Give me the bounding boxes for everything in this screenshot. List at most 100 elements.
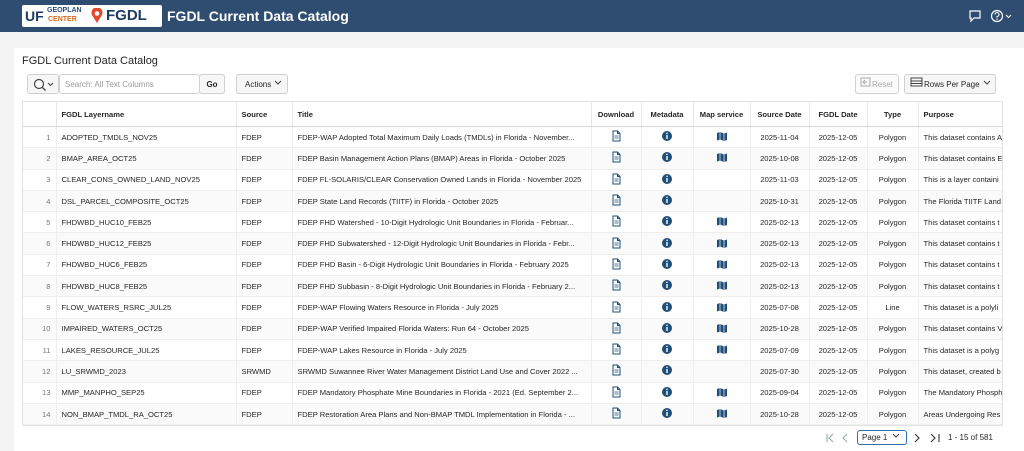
go-button[interactable]: Go	[199, 74, 225, 94]
metadata-icon[interactable]	[661, 237, 673, 251]
download-icon[interactable]	[610, 215, 622, 229]
download-icon-glyph	[612, 215, 621, 227]
map-service-icon[interactable]	[716, 409, 728, 421]
row-number: 5	[23, 211, 57, 234]
search-input[interactable]: Search: All Text Columns	[59, 74, 200, 94]
download-icon[interactable]	[610, 151, 622, 165]
download-icon[interactable]	[610, 173, 622, 187]
page-select[interactable]: Page 1	[857, 430, 907, 445]
fgdl-date-cell: 2025-12-05	[809, 169, 868, 191]
source-date-cell: 2025-10-28	[750, 318, 810, 340]
metadata-icon[interactable]	[661, 322, 673, 336]
metadata-icon[interactable]	[661, 301, 673, 315]
title-cell: FDEP Mandatory Phosphate Mine Boundaries…	[292, 382, 592, 404]
map-service-icon[interactable]	[716, 153, 728, 165]
purpose-cell: The Florida TIITF Land	[918, 190, 1002, 213]
top-bar: UF GEOPLAN CENTER FGDL FGDL Current Data…	[0, 0, 1024, 32]
table-row: 11 LAKES_RESOURCE_JUL25 FDEP FDEP-WAP Lakes…	[23, 339, 1002, 362]
download-icon[interactable]	[610, 343, 622, 357]
download-icon[interactable]	[610, 130, 622, 144]
table-row: 2 BMAP_AREA_OCT25 FDEP FDEP Basin Managemen…	[23, 147, 1002, 170]
download-cell	[591, 318, 642, 340]
column-header[interactable]: FGDL Layername	[56, 102, 237, 127]
map-service-icon[interactable]	[716, 345, 728, 357]
search-column-button[interactable]	[27, 74, 59, 94]
purpose-cell: This dataset contains t	[918, 275, 1002, 298]
column-header[interactable]: Type	[867, 102, 919, 127]
metadata-icon[interactable]	[661, 408, 673, 421]
fgdl-date-cell: 2025-12-05	[809, 232, 868, 255]
purpose-cell: This dataset contains t	[918, 254, 1002, 277]
table-row: 8 FHDWBD_HUC8_FEB25 FDEP FDEP FHD Subbasin …	[23, 275, 1002, 298]
metadata-cell	[641, 126, 694, 149]
metadata-cell	[641, 275, 694, 298]
layername-cell: CLEAR_CONS_OWNED_LAND_NOV25	[56, 169, 237, 191]
table-row: 3 CLEAR_CONS_OWNED_LAND_NOV25 FDEP FDEP FL-…	[23, 169, 1002, 191]
header-icons[interactable]	[968, 9, 1014, 23]
metadata-icon[interactable]	[661, 131, 673, 144]
map-service-cell	[693, 403, 751, 425]
map-service-icon[interactable]	[716, 259, 728, 272]
map-service-icon[interactable]	[716, 238, 728, 251]
type-cell: Polygon	[867, 339, 919, 362]
title-cell: FDEP State Land Records (TIITF) in Flori…	[292, 190, 592, 213]
metadata-icon[interactable]	[661, 195, 673, 208]
map-service-cell	[693, 382, 751, 404]
title-cell: FDEP FHD Watershed - 10-Digit Hydrologic…	[292, 211, 592, 234]
column-header[interactable]: Title	[292, 102, 592, 127]
download-icon[interactable]	[610, 301, 622, 315]
download-icon[interactable]	[610, 322, 622, 336]
metadata-icon-glyph	[662, 280, 672, 291]
reset-button[interactable]: Reset	[855, 74, 899, 94]
download-icon[interactable]	[610, 386, 622, 400]
download-cell	[591, 169, 642, 191]
column-header[interactable]: Download	[591, 102, 642, 127]
report-table: FGDL Layername Source Title Download Metadat…	[22, 101, 1003, 426]
rows-per-page-label: Rows Per Page	[924, 80, 980, 89]
metadata-icon[interactable]	[661, 365, 673, 378]
download-icon[interactable]	[610, 364, 622, 378]
logo[interactable]: UF GEOPLAN CENTER FGDL	[22, 5, 162, 27]
column-header[interactable]: FGDL Date	[809, 102, 868, 127]
logo-pin	[91, 8, 103, 23]
actions-button[interactable]: Actions	[236, 74, 288, 94]
download-icon-glyph	[612, 130, 621, 142]
column-header[interactable]: Map service	[693, 102, 751, 127]
download-icon[interactable]	[610, 258, 622, 272]
column-header[interactable]: Metadata	[641, 102, 694, 127]
download-icon[interactable]	[610, 279, 622, 293]
download-icon[interactable]	[610, 194, 622, 208]
metadata-icon[interactable]	[661, 258, 673, 272]
purpose-cell: This dataset is a polyli	[918, 296, 1002, 319]
first-prev-buttons[interactable]	[823, 431, 853, 445]
row-number: 8	[23, 275, 57, 298]
app-title: FGDL Current Data Catalog	[167, 8, 349, 24]
table-row: 9 FLOW_WATERS_RSRC_JUL25 FDEP FDEP-WAP Flow…	[23, 296, 1002, 319]
download-icon-glyph	[612, 151, 621, 163]
metadata-icon[interactable]	[661, 386, 673, 400]
column-header[interactable]: Purpose	[918, 102, 1002, 127]
row-number: 10	[23, 318, 57, 340]
map-service-icon[interactable]	[716, 302, 728, 315]
download-icon[interactable]	[610, 237, 622, 251]
caret	[893, 433, 900, 438]
next-last-buttons[interactable]	[910, 431, 944, 445]
download-icon[interactable]	[610, 407, 622, 421]
map-service-icon[interactable]	[716, 387, 728, 400]
metadata-icon[interactable]	[661, 280, 673, 293]
column-header[interactable]: Source Date	[750, 102, 810, 127]
metadata-icon[interactable]	[661, 173, 673, 187]
column-header[interactable]: Source	[236, 102, 293, 127]
metadata-icon[interactable]	[661, 216, 673, 229]
map-service-icon[interactable]	[716, 132, 728, 144]
map-service-icon[interactable]	[716, 281, 728, 293]
layername-cell: MMP_MANPHO_SEP25	[56, 382, 237, 404]
type-cell: Polygon	[867, 147, 919, 170]
metadata-icon[interactable]	[661, 344, 673, 357]
metadata-icon[interactable]	[661, 152, 673, 165]
map-service-icon[interactable]	[716, 217, 728, 229]
rows-per-page-button[interactable]: Rows Per Page	[904, 74, 996, 94]
fgdl-date-cell: 2025-12-05	[809, 126, 868, 149]
source-date-cell: 2025-02-13	[750, 254, 810, 277]
map-service-icon[interactable]	[716, 323, 728, 336]
